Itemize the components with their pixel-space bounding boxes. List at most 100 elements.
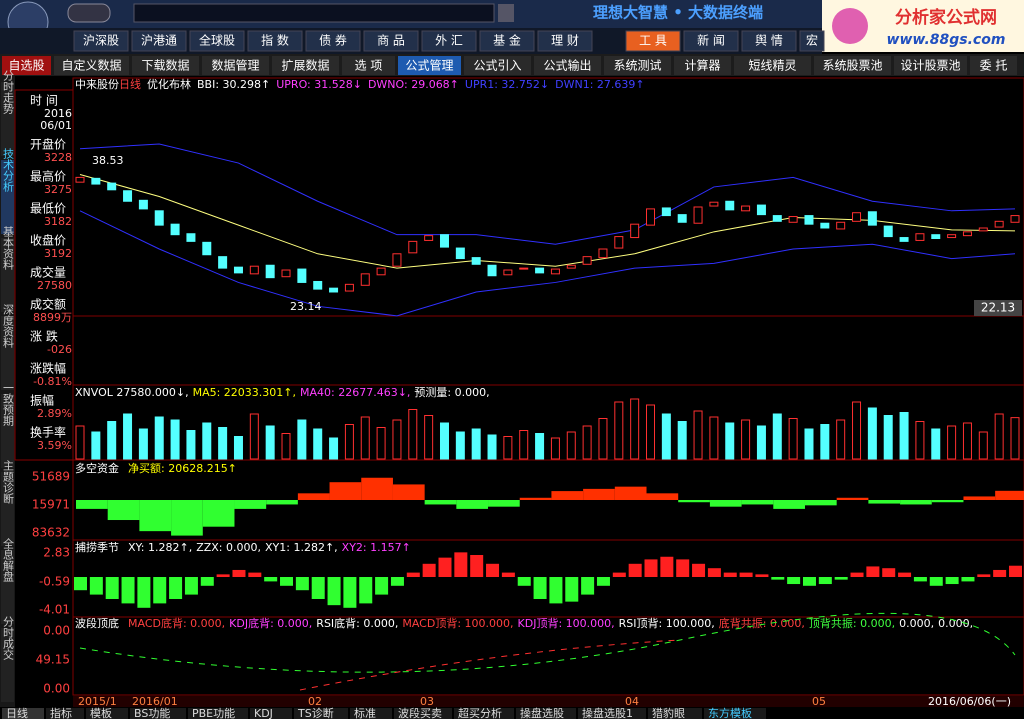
menu-item[interactable] [2,56,51,75]
candle [424,235,434,241]
tool-tab[interactable] [625,30,681,52]
volume-bar [519,430,529,460]
season-bar [961,577,975,582]
season-bar [184,577,198,595]
side-tab[interactable] [1,394,14,468]
volume-bar [566,431,576,460]
candle [915,233,925,241]
menu-item[interactable] [464,56,531,75]
market-tab[interactable] [131,30,187,52]
menu-item[interactable] [272,56,339,75]
info-value: -026 [47,343,72,356]
menu-item[interactable] [534,56,601,75]
season-bar [644,559,658,577]
volume-bar [265,425,275,460]
candle [582,256,592,265]
season-bar [882,568,896,577]
bottom-tab[interactable] [516,708,576,719]
market-tab-label: 指 数 [261,33,289,48]
bottom-tab[interactable] [454,708,514,719]
indicator-name: 优化布林 [147,77,191,91]
date-label: 2016/06/06(一) [928,695,1011,708]
side-tab[interactable] [1,316,14,390]
market-tab[interactable] [479,30,535,52]
season-bar [628,563,642,577]
bottom-tab-label: 波段买卖 [398,706,442,719]
candle [455,247,465,260]
volume-bar [503,436,513,460]
tool-tab[interactable] [799,30,825,52]
market-tab[interactable] [247,30,303,52]
menu-item[interactable] [604,56,671,75]
menu-item[interactable] [734,56,811,75]
candle [408,240,418,254]
low-label: 23.14 [290,300,322,313]
info-label: 成交量 [30,265,66,280]
bottom-tab[interactable] [704,708,766,719]
stock-name: 中来股份 [75,78,119,91]
menu-item-label: 公式管理 [405,58,453,73]
bottom-tab[interactable] [86,708,128,719]
menu-item[interactable] [970,56,1017,75]
search-button[interactable] [498,4,514,22]
flow-bar [614,486,647,500]
band-readout: 0.000, [899,617,934,630]
side-tab[interactable] [1,550,14,624]
season-bar [739,572,753,577]
menu-item[interactable] [132,56,199,75]
market-tab[interactable] [363,30,419,52]
last-price-box [974,300,1022,316]
menu-item[interactable] [54,56,129,75]
side-tab[interactable] [1,82,14,156]
info-label: 成交额 [30,297,66,312]
tool-tab[interactable] [741,30,797,52]
search-box[interactable] [133,3,495,23]
market-tab-label: 外 汇 [435,34,463,48]
side-tab[interactable] [1,628,14,702]
side-tab[interactable] [1,238,14,312]
season-bar [850,572,864,577]
menu-item-label: 系统股票池 [822,59,882,73]
bottom-tab[interactable] [394,708,452,719]
menu-item[interactable] [202,56,269,75]
info-value: 27580 [37,279,72,292]
bottom-tab[interactable] [46,708,84,719]
season-bar [993,569,1007,577]
bottom-tab[interactable] [2,708,44,719]
market-tab[interactable] [421,30,477,52]
menu-item[interactable] [674,56,731,75]
bottom-tab[interactable] [294,708,348,719]
menu-item[interactable] [398,56,461,75]
nav-buttons[interactable] [67,3,111,23]
candle [360,273,370,286]
bottom-tab[interactable] [648,708,702,719]
bottom-tab[interactable] [250,708,292,719]
candle [218,256,228,269]
flow-axis-label: 51689 [32,470,70,484]
season-bar [517,577,531,586]
bottom-tab[interactable] [350,708,392,719]
market-tab[interactable] [305,30,361,52]
candle [772,215,782,222]
market-tab[interactable] [537,30,593,52]
band-name: 波段顶底 [75,616,119,630]
menu-item[interactable] [342,56,395,75]
flow-bar [709,500,742,507]
season-bar [945,577,959,585]
tool-tab-label: 舆 情 [755,33,783,48]
candle [281,269,291,278]
info-label: 最低价 [30,202,66,216]
market-tab[interactable] [73,30,129,52]
market-tab[interactable] [189,30,245,52]
bottom-tab[interactable] [188,708,248,719]
bottom-tab[interactable] [130,708,186,719]
side-tab[interactable] [1,160,14,234]
tool-tab[interactable] [683,30,739,52]
menu-item[interactable] [814,56,891,75]
volume-bar [978,431,988,460]
menu-item[interactable] [894,56,967,75]
bottom-tab[interactable] [578,708,646,719]
side-tab[interactable] [1,472,14,546]
app-title: 理想大智慧 • 大数据终端 [593,4,763,22]
volume-bar [772,413,782,460]
